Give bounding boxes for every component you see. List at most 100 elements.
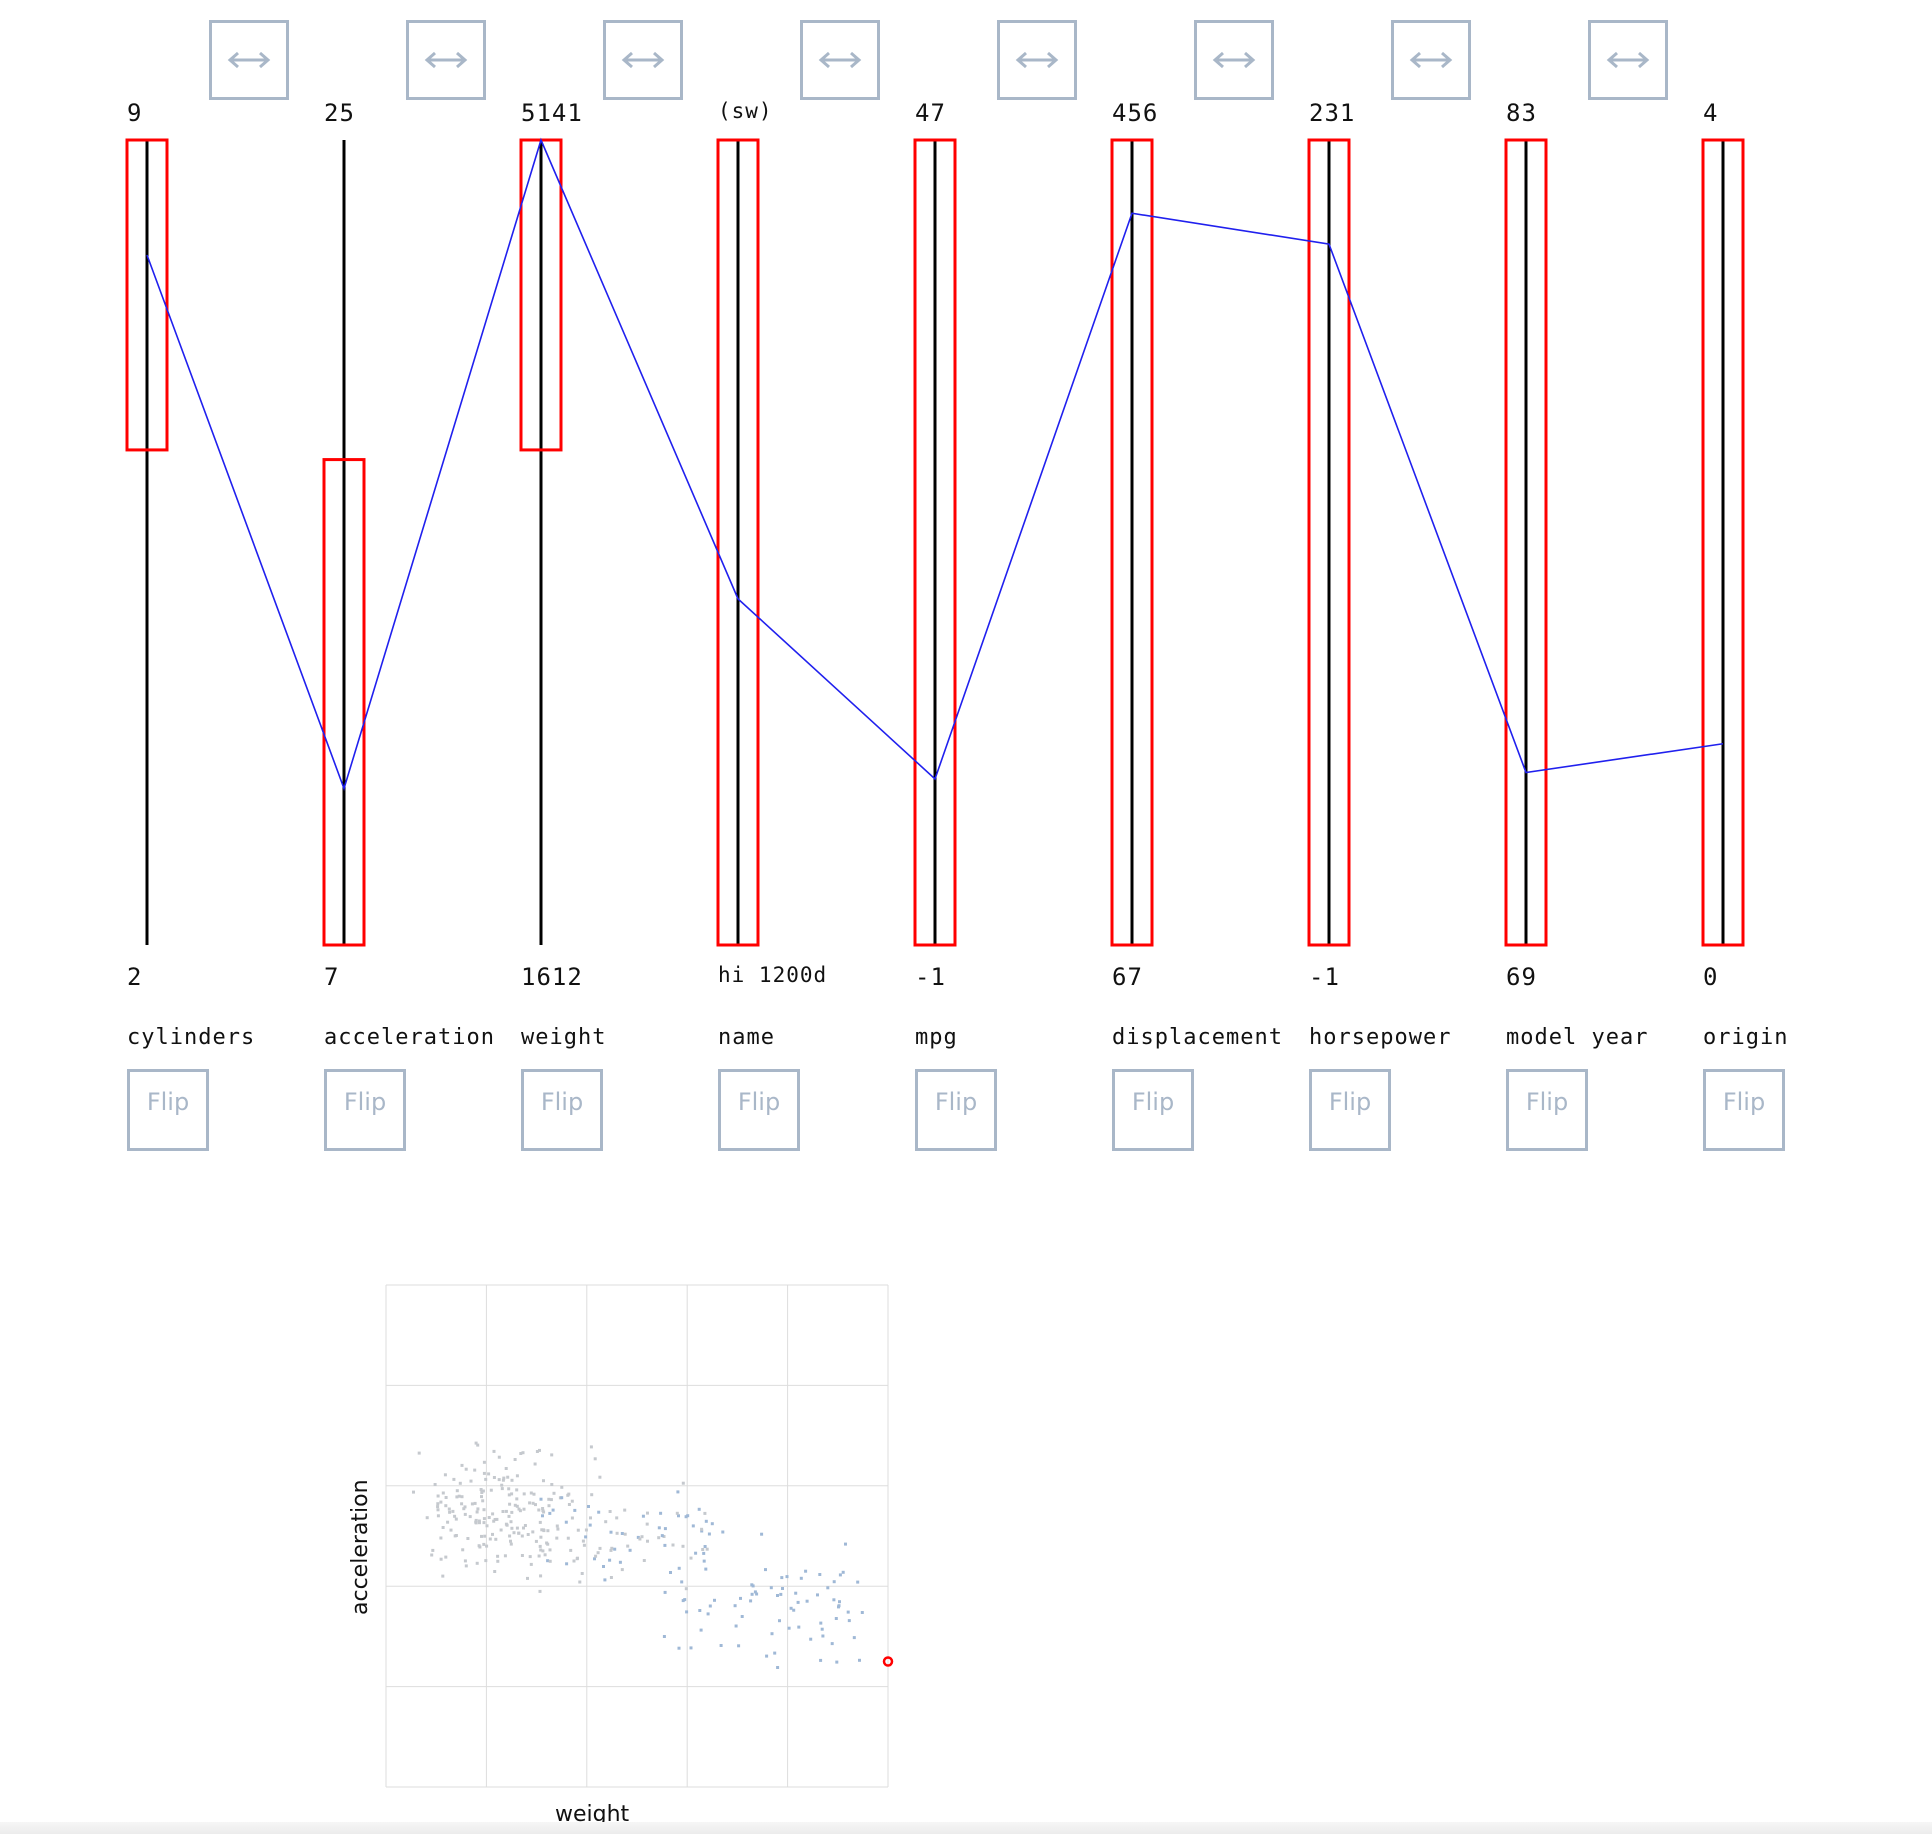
scatter-point [538, 1589, 542, 1593]
scatter-point [755, 1592, 759, 1596]
brush-acceleration[interactable] [322, 458, 366, 947]
flip-button-name[interactable]: Flip [718, 1069, 800, 1151]
scatter-point [485, 1544, 489, 1548]
brush-name[interactable] [716, 138, 760, 947]
flip-button-cylinders[interactable]: Flip [127, 1069, 209, 1151]
scatter-point [785, 1575, 789, 1579]
scatter-point [478, 1521, 481, 1525]
brush-origin[interactable] [1701, 138, 1745, 947]
scatter-point [640, 1535, 644, 1539]
scatter-point [474, 1441, 478, 1445]
swap-axes-button-1[interactable] [208, 20, 289, 100]
flip-button-model-year[interactable]: Flip [1506, 1069, 1588, 1151]
scatter-point [475, 1561, 479, 1565]
brush-cylinders[interactable] [125, 138, 169, 452]
scatter-point [461, 1548, 465, 1552]
scatter-point [852, 1636, 856, 1640]
scatter-point [500, 1487, 504, 1491]
scatter-point [740, 1615, 744, 1618]
scatter-point [826, 1586, 830, 1590]
scatter-point [510, 1510, 514, 1514]
scatter-point [517, 1507, 521, 1511]
scatter-point [547, 1497, 551, 1501]
scatter-point [494, 1537, 498, 1541]
scatter-point [659, 1511, 663, 1515]
scatter-point [436, 1494, 440, 1498]
scatter-point [703, 1511, 707, 1515]
scatter-point [681, 1481, 685, 1485]
swap-axes-button-3[interactable] [602, 20, 683, 100]
axis-max-label-weight: 5141 [521, 99, 583, 127]
scatter-point [431, 1548, 435, 1552]
scatter-point [681, 1544, 685, 1548]
brush-displacement[interactable] [1110, 138, 1154, 947]
scatter-point [697, 1507, 701, 1511]
swap-axes-button-8[interactable] [1587, 20, 1668, 100]
scatter-point [609, 1576, 613, 1579]
scatter-point [497, 1478, 501, 1482]
flip-button-origin[interactable]: Flip [1703, 1069, 1785, 1151]
scatter-point [548, 1559, 552, 1563]
scatter-point [547, 1504, 551, 1508]
swap-axes-button-4[interactable] [799, 20, 880, 100]
scatter-point [462, 1507, 466, 1511]
scatter-point [546, 1559, 550, 1563]
scatter-point [608, 1558, 612, 1562]
brush-model-year[interactable] [1504, 138, 1548, 947]
flip-button-displacement[interactable]: Flip [1112, 1069, 1194, 1151]
scatter-point [707, 1532, 711, 1536]
scatter-point [781, 1587, 784, 1590]
scatter-point [818, 1573, 822, 1576]
scatter-point [628, 1548, 632, 1552]
brush-horsepower[interactable] [1307, 138, 1351, 947]
scatter-point [492, 1449, 496, 1453]
swap-axes-button-5[interactable] [996, 20, 1077, 100]
scatter-point [460, 1495, 464, 1499]
scatter-points [412, 1441, 864, 1669]
scatter-point [618, 1560, 622, 1564]
scatter-point [473, 1468, 477, 1472]
scatter-point [452, 1477, 456, 1481]
flip-button-mpg[interactable]: Flip [915, 1069, 997, 1151]
axis-min-label-weight: 1612 [521, 963, 583, 991]
scatter-point [501, 1478, 505, 1482]
scatter-point [809, 1637, 813, 1641]
scatter-point [481, 1499, 485, 1503]
scatter-point [699, 1628, 703, 1632]
scatter-point [780, 1576, 784, 1580]
scatter-point [481, 1489, 485, 1493]
scatter-point [522, 1526, 525, 1530]
scatter-point [832, 1580, 836, 1584]
highlighted-scatter-point[interactable] [882, 1656, 894, 1667]
swap-axes-button-7[interactable] [1390, 20, 1471, 100]
axis-min-label-origin: 0 [1703, 963, 1719, 991]
flip-button-weight[interactable]: Flip [521, 1069, 603, 1151]
scatter-point [794, 1591, 798, 1595]
scatter-point [776, 1666, 780, 1669]
scatter-point [638, 1537, 642, 1541]
axis-min-label-mpg: -1 [915, 963, 946, 991]
swap-axes-button-6[interactable] [1193, 20, 1274, 100]
scatter-point [582, 1543, 586, 1547]
axis-max-label-origin: 4 [1703, 99, 1719, 127]
scatter-point [441, 1526, 445, 1529]
scatter-point [463, 1559, 467, 1563]
scatter-point [556, 1527, 560, 1531]
scatter-point [684, 1515, 688, 1519]
scatter-point [676, 1490, 680, 1494]
scatter-point [501, 1510, 505, 1513]
scatter-point [779, 1592, 783, 1596]
scatter-point [560, 1485, 564, 1489]
swap-axes-button-2[interactable] [405, 20, 486, 100]
scatter-point [484, 1477, 488, 1481]
scatter-point [642, 1559, 646, 1562]
scatter-point [838, 1600, 841, 1604]
scatter-point [706, 1612, 710, 1616]
flip-button-horsepower[interactable]: Flip [1309, 1069, 1391, 1151]
scatter-point [491, 1512, 495, 1516]
scatter-point [546, 1542, 550, 1546]
flip-button-acceleration[interactable]: Flip [324, 1069, 406, 1151]
scatter-point [535, 1450, 539, 1453]
brush-mpg[interactable] [913, 138, 957, 947]
scatter-point [685, 1610, 689, 1614]
